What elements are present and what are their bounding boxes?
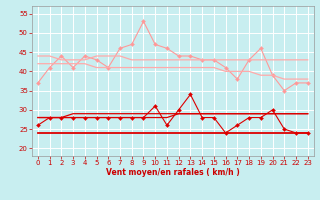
X-axis label: Vent moyen/en rafales ( km/h ): Vent moyen/en rafales ( km/h ): [106, 168, 240, 177]
